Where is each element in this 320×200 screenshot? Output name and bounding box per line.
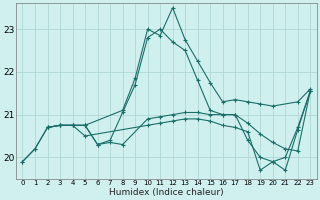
X-axis label: Humidex (Indice chaleur): Humidex (Indice chaleur) bbox=[109, 188, 224, 197]
